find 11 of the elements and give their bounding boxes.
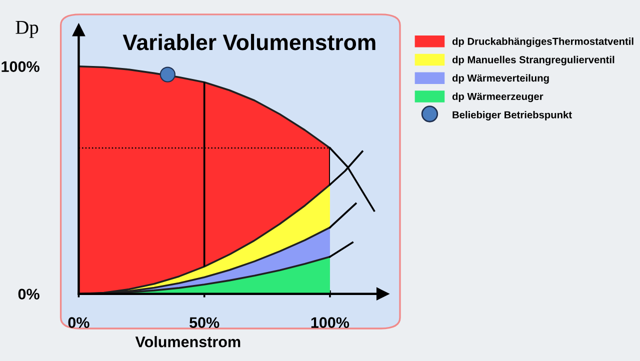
chart-title: Variabler Volumenstrom [122,34,376,50]
x-tick-label: 100% [311,317,350,328]
x-tick-label: 0% [68,317,90,328]
x-axis-title: Volumenstrom [135,336,240,348]
legend-label: dp DruckabhängigesThermostatventil [452,37,634,47]
legend-label: dp Wärmeerzeuger [452,92,544,102]
legend-label: dp Wärmeverteilung [452,74,549,84]
x-tick-label: 50% [190,317,220,328]
y-axis-title: Dp [16,21,38,38]
legend-label: dp Manuelles Strangregulierventil [452,56,614,66]
legend-label: Beliebiger Betriebspunkt [452,110,572,120]
